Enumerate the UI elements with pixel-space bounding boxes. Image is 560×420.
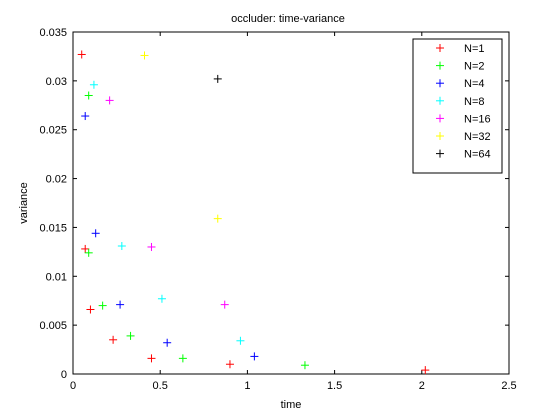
data-point: [105, 96, 114, 105]
chart-title: occluder: time-variance: [231, 13, 345, 25]
y-tick-label: 0.035: [39, 27, 67, 39]
data-point: [109, 335, 118, 344]
legend-label: N=4: [464, 78, 485, 90]
data-point: [86, 305, 95, 314]
data-point: [220, 300, 229, 309]
data-point: [300, 361, 309, 370]
legend-box: [412, 38, 503, 174]
series-n-4: [81, 112, 259, 361]
x-tick-label: 2: [419, 380, 425, 392]
data-point: [147, 354, 156, 363]
legend-marker: [436, 149, 444, 158]
y-tick-label: 0: [61, 369, 67, 381]
legend-entry: N=16: [436, 113, 491, 125]
data-point: [126, 331, 135, 340]
data-point: [213, 74, 222, 83]
y-axis-label: variance: [18, 182, 30, 224]
legend-entry: N=1: [436, 43, 485, 55]
legend-marker: [436, 96, 444, 105]
legend-marker: [436, 61, 444, 70]
data-point: [236, 336, 245, 345]
x-tick-label: 0.5: [153, 380, 168, 392]
legend-entry: N=4: [436, 78, 485, 90]
data-point: [84, 248, 93, 257]
y-tick-label: 0.005: [39, 320, 67, 332]
legend: N=1 N=2 N=4 N=8 N=16 N=32 N=64: [412, 38, 503, 174]
series-n-1: [77, 50, 430, 375]
series-n-32: [140, 51, 222, 223]
x-tick-label: 2.5: [501, 380, 516, 392]
data-point: [116, 300, 125, 309]
data-point: [163, 338, 172, 347]
y-tick-label: 0.03: [46, 76, 67, 88]
legend-marker: [436, 79, 444, 88]
data-point: [81, 244, 90, 253]
data-point: [147, 242, 156, 251]
data-point: [89, 80, 98, 89]
data-point: [84, 91, 93, 100]
data-point: [77, 50, 86, 59]
data-point: [91, 229, 100, 238]
data-point: [421, 366, 430, 375]
data-point: [117, 241, 126, 250]
legend-entry: N=2: [436, 61, 485, 73]
legend-label: N=64: [464, 149, 491, 161]
x-tick-label: 1: [244, 380, 250, 392]
legend-label: N=1: [464, 43, 485, 55]
series-n-16: [105, 96, 229, 309]
data-point: [213, 214, 222, 223]
data-point: [157, 294, 166, 303]
y-tick-label: 0.025: [39, 125, 67, 137]
legend-items: N=1 N=2 N=4 N=8 N=16 N=32 N=64: [436, 43, 491, 161]
series-n-2: [84, 91, 309, 370]
legend-entry: N=32: [436, 131, 491, 143]
legend-label: N=32: [464, 131, 491, 143]
legend-marker: [436, 132, 444, 140]
legend-marker: [436, 44, 444, 52]
series-n-8: [89, 80, 245, 345]
legend-marker: [436, 114, 444, 123]
legend-label: N=8: [464, 96, 485, 108]
y-tick-label: 0.02: [46, 174, 67, 186]
y-tick-label: 0.015: [39, 222, 67, 234]
data-point: [250, 352, 259, 361]
y-axis: 0 0.005 0.01 0.015 0.02 0.025 0.03 0.035: [39, 27, 509, 381]
x-axis: 0 0.5 1 1.5 2 2.5: [70, 32, 517, 392]
data-point: [81, 112, 90, 121]
series-n-64: [213, 74, 222, 83]
legend-label: N=16: [464, 113, 491, 125]
data-point: [98, 301, 107, 310]
data-points: [77, 50, 430, 375]
data-point: [225, 360, 234, 369]
data-point: [140, 51, 149, 60]
legend-entry: N=8: [436, 96, 485, 108]
x-tick-label: 0: [70, 380, 76, 392]
x-tick-label: 1.5: [327, 380, 342, 392]
x-axis-label: time: [281, 399, 302, 411]
legend-entry: N=64: [436, 149, 491, 161]
data-point: [178, 354, 187, 363]
legend-label: N=2: [464, 61, 485, 73]
y-tick-label: 0.01: [46, 271, 67, 283]
